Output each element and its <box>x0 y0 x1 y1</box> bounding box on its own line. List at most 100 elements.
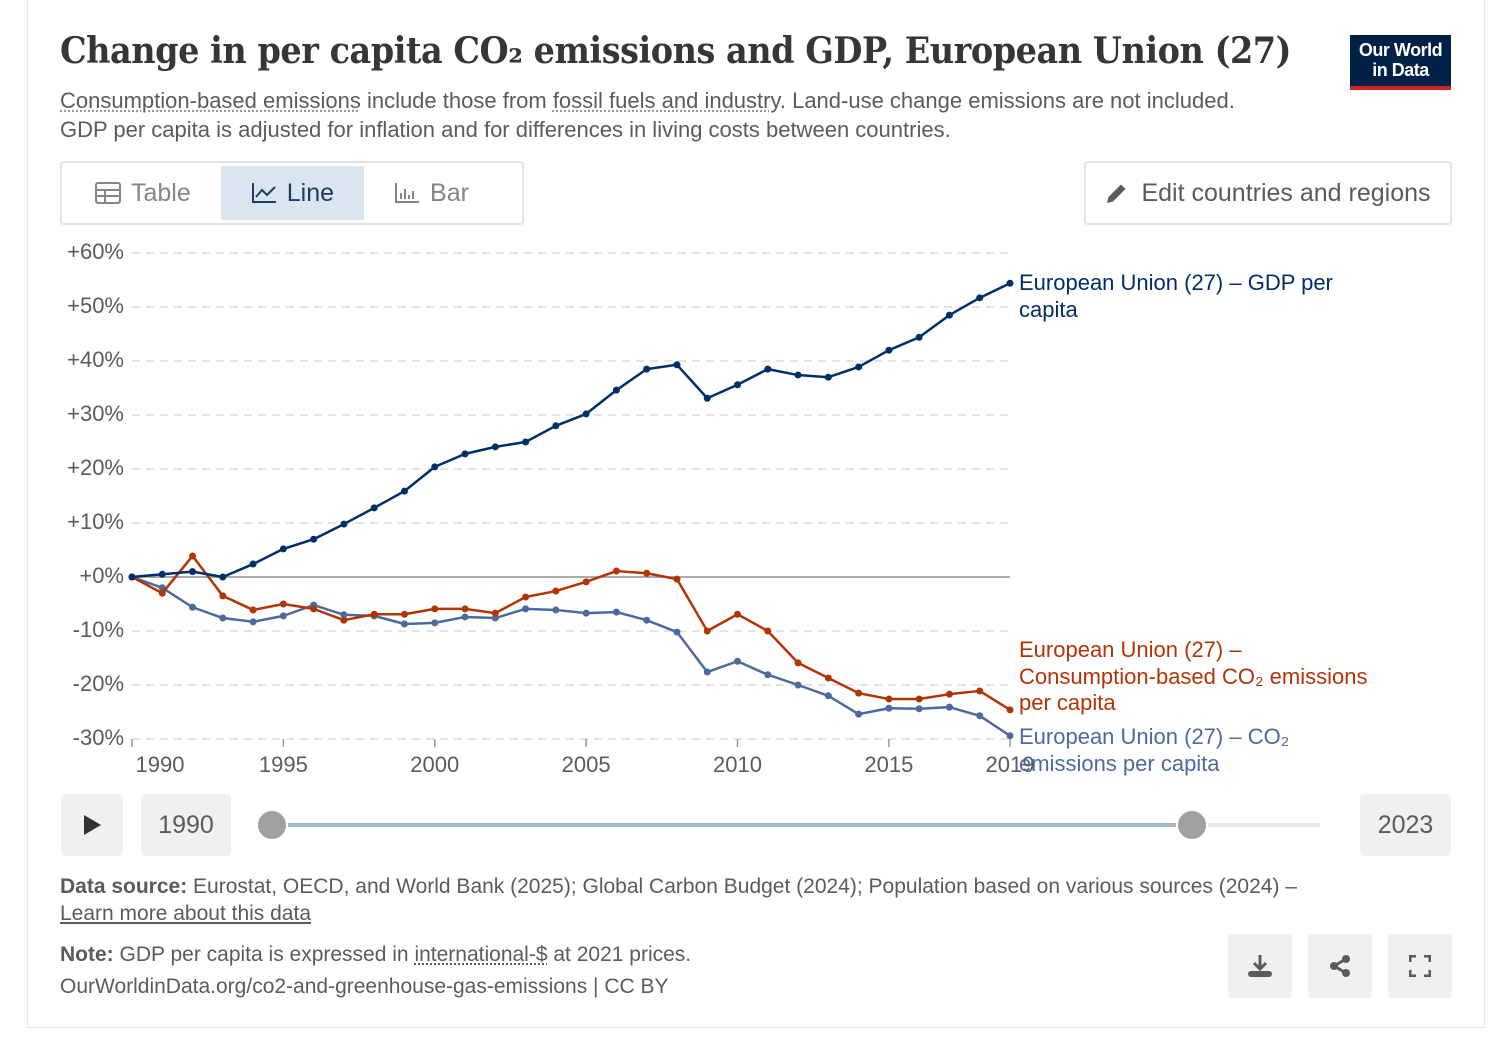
fullscreen-icon <box>1409 955 1431 977</box>
data-point <box>885 704 893 712</box>
data-point <box>703 668 711 676</box>
timeline-end-handle[interactable] <box>1176 809 1209 841</box>
data-point <box>976 687 984 695</box>
series-label-consumption: European Union (27) – Consumption-based C… <box>1019 637 1367 717</box>
data-point <box>461 605 469 613</box>
data-point <box>612 608 620 616</box>
data-point <box>915 333 923 341</box>
source-text: Eurostat, OECD, and World Bank (2025); G… <box>187 875 1297 898</box>
data-point <box>734 610 742 618</box>
data-point <box>1006 279 1014 287</box>
fossil-fuels-link[interactable]: fossil fuels and industry <box>552 88 780 113</box>
data-point <box>1006 732 1014 740</box>
owid-logo[interactable]: Our World in Data <box>1350 35 1451 90</box>
data-point <box>855 689 863 697</box>
data-point <box>945 703 953 711</box>
timeline-start-year[interactable]: 1990 <box>141 794 231 856</box>
tab-table[interactable]: Table <box>65 166 221 220</box>
data-point <box>219 592 227 600</box>
play-icon <box>84 815 101 835</box>
logo-line: Our World <box>1358 40 1443 60</box>
data-point <box>310 605 318 613</box>
note-label: Note: <box>60 943 114 966</box>
data-point <box>1006 706 1014 714</box>
tab-label: Line <box>286 178 335 207</box>
label-line: per capita <box>1019 690 1116 715</box>
x-tick-label: 1995 <box>258 752 308 777</box>
data-point <box>279 600 287 608</box>
y-tick-label: -10% <box>72 617 124 642</box>
y-tick-label: +50% <box>67 293 124 318</box>
data-point <box>855 363 863 371</box>
data-point <box>824 674 832 682</box>
data-point <box>794 659 802 667</box>
data-point <box>703 627 711 635</box>
series-label-gdp: European Union (27) – GDP per capita <box>1019 270 1333 323</box>
share-button[interactable] <box>1308 934 1372 998</box>
y-tick-label: +20% <box>67 455 124 480</box>
data-point <box>461 613 469 621</box>
x-tick-label: 2000 <box>410 752 460 777</box>
data-point <box>189 552 197 560</box>
data-point <box>249 560 257 568</box>
download-button[interactable] <box>1228 934 1292 998</box>
y-tick-label: +40% <box>67 347 124 372</box>
data-point <box>824 373 832 381</box>
y-tick-label: -30% <box>72 725 124 750</box>
data-point <box>703 394 711 402</box>
fullscreen-button[interactable] <box>1388 934 1452 998</box>
data-point <box>400 620 408 628</box>
view-tabs: Table Line Bar <box>60 161 524 225</box>
logo-line: in Data <box>1372 60 1429 80</box>
data-point <box>522 438 530 446</box>
data-point <box>945 311 953 319</box>
y-tick-label: +60% <box>67 239 124 264</box>
edit-label: Edit countries and regions <box>1141 178 1431 207</box>
data-point <box>734 657 742 665</box>
edit-countries-button[interactable]: Edit countries and regions <box>1084 161 1452 225</box>
consumption-emissions-link[interactable]: Consumption-based emissions <box>60 88 361 113</box>
download-icon <box>1248 955 1272 977</box>
data-point <box>189 568 197 576</box>
data-point <box>582 578 590 586</box>
timeline-end-year[interactable]: 2023 <box>1360 794 1451 856</box>
data-point <box>915 695 923 703</box>
data-point <box>158 589 166 597</box>
x-tick-label: 2010 <box>713 752 762 777</box>
data-point <box>370 610 378 618</box>
y-tick-label: +30% <box>67 401 124 426</box>
data-point <box>189 603 197 611</box>
play-button[interactable] <box>61 794 123 856</box>
data-point <box>491 609 499 617</box>
subtitle-text: include those from <box>360 88 553 113</box>
data-point <box>552 587 560 595</box>
label-line: European Union (27) – GDP per <box>1019 270 1333 295</box>
data-point <box>582 410 590 418</box>
timeline-start-handle[interactable] <box>256 809 288 841</box>
data-point <box>764 671 772 679</box>
international-dollar-link[interactable]: international-$ <box>414 943 548 966</box>
data-point <box>249 618 257 626</box>
data-point <box>310 535 318 543</box>
source-label: Data source: <box>60 875 188 898</box>
data-point <box>794 371 802 379</box>
data-point <box>522 593 530 601</box>
data-point <box>249 606 257 614</box>
tab-bar[interactable]: Bar <box>364 166 499 220</box>
data-point <box>219 573 227 581</box>
source-url[interactable]: OurWorldinData.org/co2-and-greenhouse-ga… <box>60 975 669 998</box>
share-icon <box>1330 955 1350 977</box>
data-point <box>431 605 439 613</box>
data-point <box>400 487 408 495</box>
pencil-icon <box>1107 184 1126 203</box>
data-point <box>643 569 651 577</box>
x-tick-label: 1990 <box>135 752 185 777</box>
learn-more-link[interactable]: Learn more about this data <box>60 902 311 925</box>
data-point <box>219 614 227 622</box>
data-point <box>673 575 681 583</box>
data-point <box>824 692 832 700</box>
data-point <box>340 520 348 528</box>
label-line: Consumption-based CO₂ emissions <box>1019 663 1368 689</box>
tab-line[interactable]: Line <box>220 166 365 220</box>
